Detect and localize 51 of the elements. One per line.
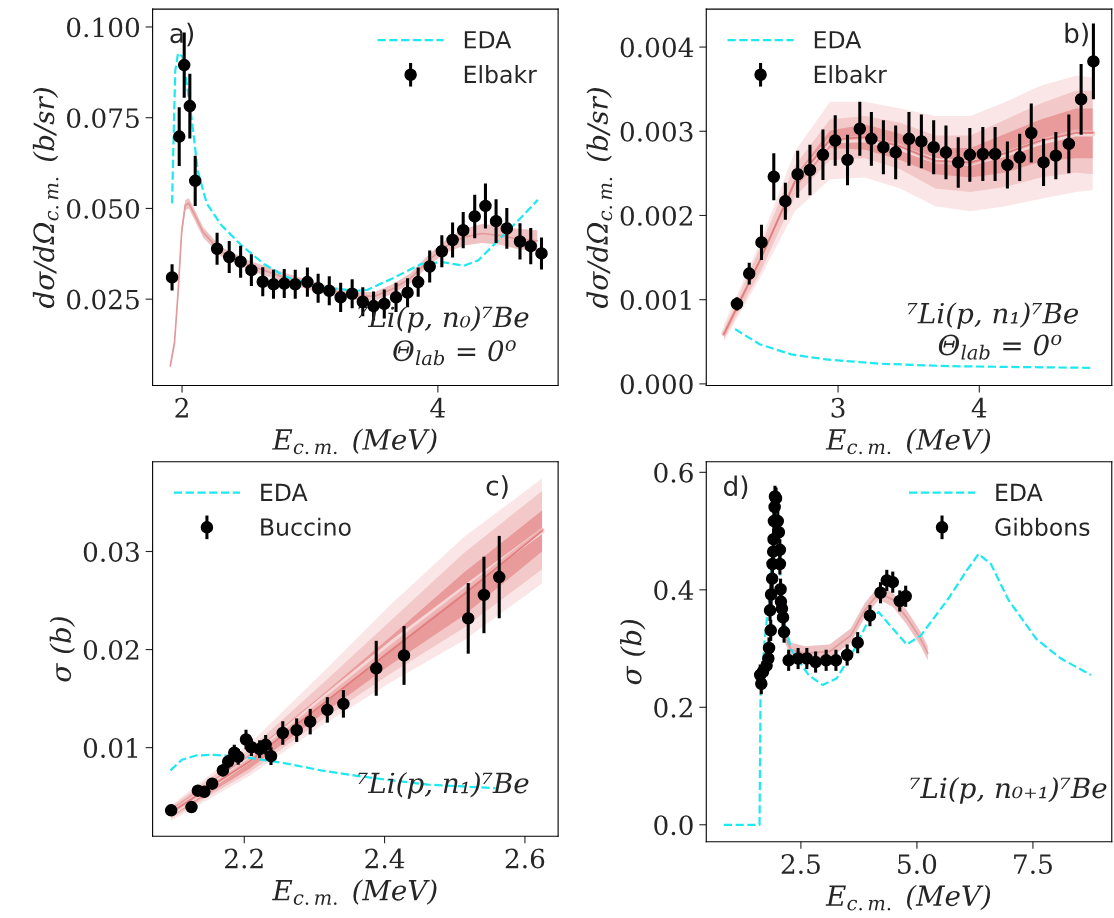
y-tick-label: 0.003	[620, 121, 693, 142]
legend-label: Elbakr	[464, 65, 537, 84]
legend-label: EDA	[996, 483, 1043, 501]
y-tick-label: 0.6	[654, 462, 693, 483]
legend-label: EDA	[814, 31, 862, 49]
x-tick-label: 7.5	[1014, 854, 1052, 875]
x-tick-label: 5.0	[898, 854, 937, 875]
y-tick-label: 0.100	[67, 17, 140, 38]
y-tick-label: 0.01	[83, 738, 138, 759]
x-axis-title: E$_{c.m.}$ (MeV)	[272, 428, 437, 455]
legend-label: Gibbons	[995, 517, 1090, 536]
x-tick-label: 2	[175, 397, 188, 418]
annotation: b)	[1065, 22, 1088, 47]
annotation: ⁷Li(p, n₁)⁷Be	[358, 771, 529, 799]
annotation: ⁷Li(p, n₁)⁷Be	[907, 302, 1079, 330]
y-tick-label: 0.004	[620, 37, 694, 58]
annotation: Θ$_{lab}$ = 0$^{o}$	[393, 340, 516, 366]
x-tick-label: 2.5	[781, 854, 820, 875]
annotation: ⁷Li(p, n₀₊₁)⁷Be	[910, 776, 1107, 804]
legend-label: Elbakr	[814, 65, 887, 84]
x-tick-label: 4	[971, 397, 987, 418]
annotation: a)	[170, 22, 194, 47]
y-tick-label: 0.02	[83, 640, 139, 660]
legend-label: Buccino	[261, 517, 351, 536]
y-axis-title: dσ/dΩ$_{c.m.}$ (b/sr)	[32, 88, 59, 308]
annotation: d)	[723, 475, 748, 500]
annotation: Θ$_{lab}$ = 0$^{o}$	[938, 334, 1062, 360]
y-tick-label: 0.000	[620, 374, 693, 395]
y-tick-label: 0.4	[654, 580, 694, 601]
x-tick-label: 2.6	[505, 848, 545, 869]
x-tick-label: 3	[831, 397, 845, 418]
y-tick-label: 0.001	[620, 290, 691, 311]
y-axis-title: σ (b)	[620, 619, 646, 685]
y-tick-label: 0.075	[67, 108, 139, 129]
x-tick-label: 2.2	[225, 848, 263, 869]
legend-label: EDA	[464, 31, 512, 49]
y-axis-title: dσ/dΩ$_{c.m.}$ (b/sr)	[586, 88, 613, 308]
legend-label: EDA	[261, 483, 308, 501]
y-tick-label: 0.03	[83, 541, 139, 562]
y-tick-label: 0.025	[67, 289, 139, 310]
annotation: c)	[486, 475, 508, 499]
y-tick-label: 0.050	[67, 198, 140, 219]
x-tick-label: 4	[430, 397, 445, 418]
y-axis-title: σ (b)	[49, 617, 76, 682]
x-tick-label: 2.4	[365, 848, 405, 869]
y-tick-label: 0.0	[654, 815, 693, 836]
x-axis-title: E$_{c.m.}$ (MeV)	[825, 884, 991, 911]
x-axis-title: E$_{c.m.}$ (MeV)	[272, 879, 437, 905]
x-axis-title: E$_{c.m.}$ (MeV)	[825, 428, 991, 455]
y-tick-label: 0.002	[620, 205, 692, 226]
y-tick-label: 0.2	[654, 697, 692, 718]
